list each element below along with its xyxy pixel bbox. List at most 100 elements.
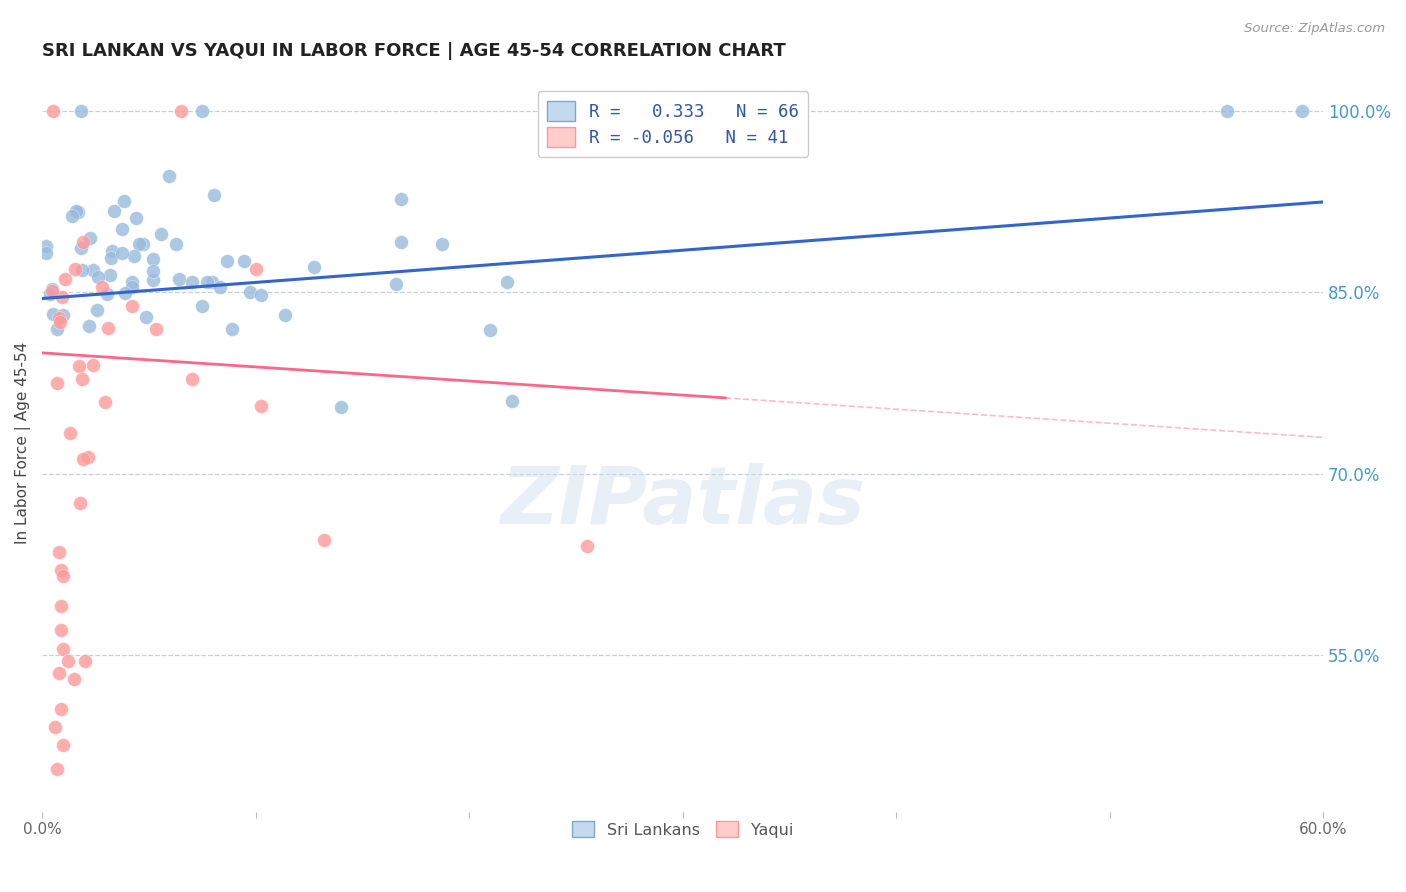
Point — [77, 450, 100, 465]
Point — [69, 496, 91, 510]
Point — [41, 284, 63, 298]
Point — [121, 275, 143, 289]
Point — [96, 287, 118, 301]
Point — [42, 308, 65, 322]
Point — [70, 372, 93, 386]
Point — [72, 452, 94, 467]
Point — [479, 323, 502, 337]
Point — [165, 236, 187, 251]
Point — [51, 624, 73, 638]
Point — [250, 288, 273, 302]
Point — [98, 268, 121, 282]
Y-axis label: In Labor Force | Age 45-54: In Labor Force | Age 45-54 — [15, 343, 31, 544]
Point — [72, 235, 94, 249]
Point — [430, 236, 453, 251]
Legend: Sri Lankans, Yaqui: Sri Lankans, Yaqui — [565, 814, 800, 844]
Point — [100, 251, 122, 265]
Point — [191, 104, 214, 119]
Point — [53, 272, 76, 286]
Point — [70, 263, 93, 277]
Point — [122, 249, 145, 263]
Point — [66, 205, 89, 219]
Point — [82, 359, 104, 373]
Point — [181, 372, 204, 386]
Point — [389, 192, 412, 206]
Point — [496, 275, 519, 289]
Point — [41, 282, 63, 296]
Point — [128, 237, 150, 252]
Point — [238, 285, 260, 299]
Point — [330, 400, 353, 414]
Point — [501, 394, 523, 409]
Point — [1216, 104, 1239, 119]
Point — [86, 303, 108, 318]
Point — [245, 262, 267, 277]
Point — [48, 665, 70, 680]
Point — [149, 227, 172, 241]
Point — [191, 299, 214, 313]
Point — [132, 237, 155, 252]
Point — [51, 599, 73, 614]
Point — [77, 318, 100, 333]
Point — [312, 533, 335, 547]
Point — [385, 277, 408, 291]
Point — [209, 279, 232, 293]
Point — [121, 299, 143, 313]
Point — [52, 309, 75, 323]
Point — [125, 211, 148, 225]
Point — [87, 270, 110, 285]
Point — [142, 252, 165, 267]
Point — [195, 275, 218, 289]
Point — [56, 654, 79, 668]
Text: SRI LANKAN VS YAQUI IN LABOR FORCE | AGE 45-54 CORRELATION CHART: SRI LANKAN VS YAQUI IN LABOR FORCE | AGE… — [42, 42, 786, 60]
Point — [63, 262, 86, 277]
Point — [389, 235, 412, 249]
Point — [142, 273, 165, 287]
Point — [52, 641, 75, 656]
Point — [69, 359, 91, 373]
Point — [121, 280, 143, 294]
Point — [661, 104, 683, 119]
Point — [42, 104, 65, 119]
Point — [46, 762, 69, 776]
Point — [274, 308, 297, 322]
Point — [63, 672, 86, 686]
Point — [82, 263, 104, 277]
Point — [111, 222, 134, 236]
Point — [112, 194, 135, 208]
Point — [48, 545, 70, 559]
Point — [65, 204, 87, 219]
Point — [60, 209, 83, 223]
Point — [49, 315, 72, 329]
Point — [181, 275, 204, 289]
Point — [215, 253, 238, 268]
Point — [48, 310, 70, 325]
Point — [302, 260, 325, 275]
Point — [51, 702, 73, 716]
Point — [111, 246, 134, 260]
Point — [51, 563, 73, 577]
Point — [39, 286, 62, 301]
Point — [100, 244, 122, 258]
Point — [233, 253, 256, 268]
Point — [51, 290, 73, 304]
Point — [96, 321, 118, 335]
Point — [114, 285, 136, 300]
Point — [46, 376, 69, 391]
Point — [202, 188, 225, 202]
Point — [249, 400, 271, 414]
Point — [135, 310, 157, 324]
Point — [103, 203, 125, 218]
Point — [70, 241, 93, 255]
Point — [79, 231, 101, 245]
Point — [1291, 104, 1313, 119]
Point — [35, 246, 58, 260]
Point — [221, 322, 243, 336]
Point — [94, 395, 117, 409]
Point — [52, 569, 75, 583]
Point — [35, 239, 58, 253]
Point — [59, 426, 82, 441]
Point — [157, 169, 180, 183]
Point — [201, 275, 224, 289]
Point — [69, 104, 91, 119]
